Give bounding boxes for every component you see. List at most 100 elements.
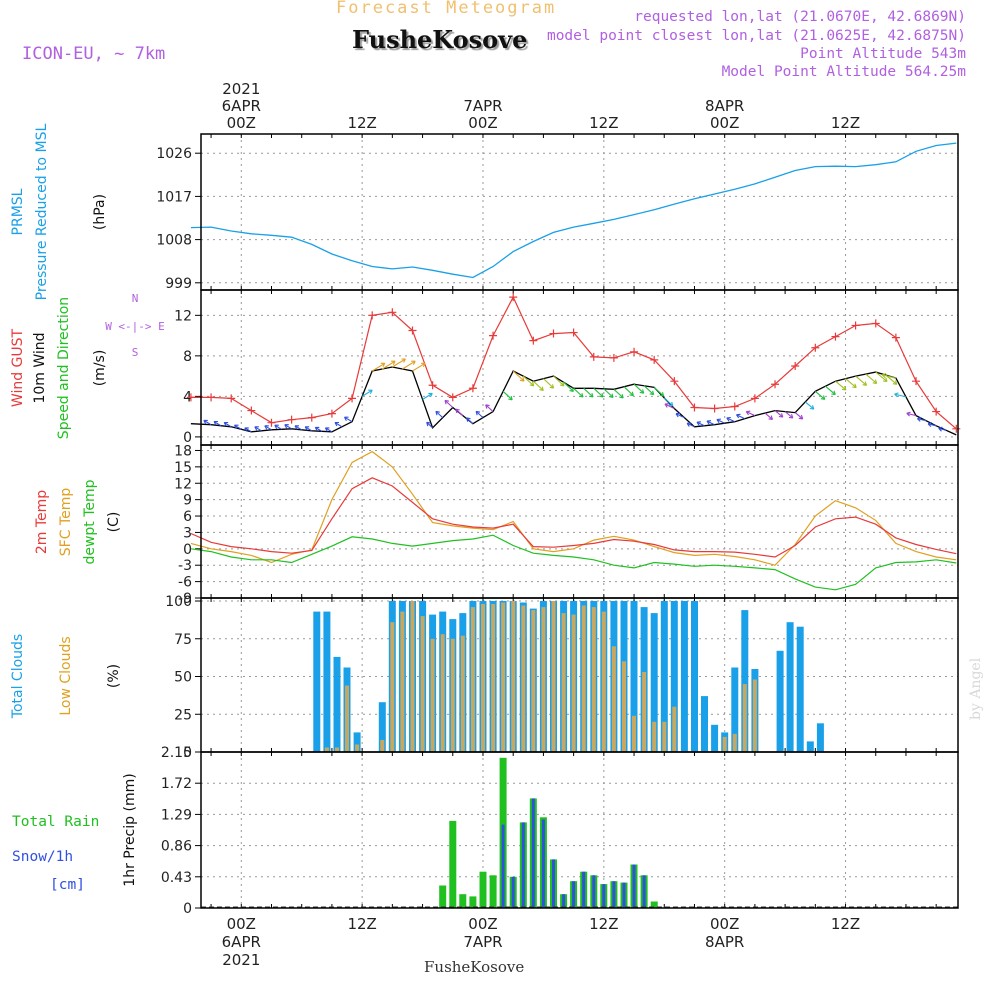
label-wind-gust-text: Wind GUST [10, 328, 26, 407]
compass-north: N [132, 292, 139, 305]
wind-direction-arrow [938, 427, 947, 431]
time-label-bottom: 8APR [705, 933, 744, 951]
wind-arrow-head [599, 393, 604, 398]
low-cloud-bar [481, 604, 485, 752]
wind-direction-arrow [917, 418, 927, 422]
wind-arrow-head [294, 425, 299, 430]
wind-arrow-head [716, 418, 721, 424]
wind-arrow-head [485, 404, 490, 409]
wind-arrow-head [324, 427, 330, 432]
wind-arrow-head [696, 421, 702, 426]
time-label-top: 2021 [222, 80, 260, 98]
wind-gust-line [190, 295, 957, 430]
wind-arrow-head [820, 395, 826, 400]
gust-point [348, 394, 357, 403]
wind-direction-arrow [716, 419, 725, 424]
gust-point [448, 393, 457, 402]
label-2m-temp-text: 2m Temp [34, 490, 50, 554]
unit-celsius-text: (C) [106, 512, 122, 533]
temp-2m-line [190, 477, 957, 558]
label-dewpt-temp: dewpt Temp [82, 479, 98, 564]
gust-point [952, 424, 961, 433]
total-cloud-bar [741, 610, 749, 752]
wind-direction-arrow [475, 410, 484, 419]
wind-direction-arrow [653, 386, 664, 397]
wind-speed-line [190, 366, 957, 436]
low-cloud-bar [622, 661, 626, 752]
low-cloud-bar [390, 622, 395, 752]
gust-point [730, 402, 739, 411]
wind-arrow-head [668, 401, 674, 407]
unit-ms: (m/s) [92, 350, 108, 387]
wind-arrow-head [872, 379, 878, 384]
snow-bar [622, 882, 626, 908]
gust-point [287, 415, 296, 424]
wind-arrow-head [314, 426, 320, 432]
wind-arrow-head [609, 393, 614, 398]
wind-direction-arrow [223, 422, 232, 428]
wind-direction-arrow [455, 408, 464, 417]
gust-point [247, 406, 256, 415]
wind-arrow-head [254, 426, 259, 431]
wind-arrow-head [508, 395, 513, 401]
snow-bar [632, 864, 636, 908]
label-low-clouds-text: Low Clouds [58, 636, 74, 715]
time-label-bottom: 12Z [831, 915, 860, 933]
wind-direction-arrow [284, 424, 292, 430]
low-cloud-bar [511, 601, 516, 752]
y-tick-label: 18 [174, 443, 192, 459]
time-label-top: 00Z [710, 114, 739, 132]
wind-direction-arrow [613, 388, 624, 399]
wind-direction-arrow [435, 410, 444, 419]
compass-west-east: W <-|-> E [105, 320, 165, 333]
gust-point [851, 321, 860, 330]
gust-point [589, 352, 598, 361]
gust-point [871, 319, 880, 328]
wind-direction-arrow [774, 410, 784, 418]
gust-point [529, 336, 538, 345]
label-sfc-temp-text: SFC Temp [58, 488, 74, 557]
model-point-altitude: Model Point Altitude 564.25m [721, 64, 966, 80]
label-10m-wind-text: 10m Wind [32, 332, 48, 403]
label-pressure-msl: Pressure Reduced to MSL [34, 123, 50, 300]
snow-bar [562, 894, 566, 908]
footer-location: FusheKosove [424, 958, 525, 976]
low-cloud-bar [470, 607, 475, 752]
gust-point [489, 331, 498, 340]
y-tick-label: 75 [174, 632, 192, 648]
pressure-line [190, 142, 957, 279]
snow-bar [521, 822, 525, 908]
low-cloud-bar [642, 672, 647, 752]
wind-arrow-head [745, 410, 751, 416]
y-tick-label: 12 [174, 308, 192, 324]
y-tick-label: -3 [178, 558, 192, 574]
gust-point [650, 355, 659, 364]
wind-direction-arrow [927, 423, 937, 427]
gust-point [609, 353, 618, 362]
total-cloud-bar [691, 601, 698, 752]
gust-point [549, 329, 558, 338]
low-cloud-bar [591, 607, 596, 752]
rain-bar [650, 901, 658, 908]
label-pressure-msl-text: Pressure Reduced to MSL [34, 123, 50, 300]
low-cloud-bar [400, 611, 405, 752]
panel-clouds: 0 25 50 75 100 [165, 594, 959, 761]
gust-point [932, 407, 941, 416]
wind-direction-arrow [543, 378, 554, 389]
y-tick-label: 0 [183, 430, 192, 446]
wind-direction-arrow [553, 375, 565, 387]
low-cloud-bar [722, 736, 727, 752]
wind-arrow-head [726, 416, 731, 422]
wind-direction-arrow [663, 397, 674, 407]
low-cloud-bar [742, 684, 747, 752]
total-cloud-bar [776, 650, 784, 752]
time-label-top: 6APR [222, 97, 261, 115]
label-low-clouds: Low Clouds [58, 636, 74, 715]
panel-precip: 0 0.43 0.86 1.29 1.72 2.15 [161, 745, 959, 917]
wind-arrow-head [426, 421, 431, 427]
time-label-bottom: 12Z [589, 915, 618, 933]
y-tick-label: 9 [183, 493, 192, 509]
total-cloud-bar [680, 601, 688, 752]
low-cloud-bar [541, 607, 546, 752]
